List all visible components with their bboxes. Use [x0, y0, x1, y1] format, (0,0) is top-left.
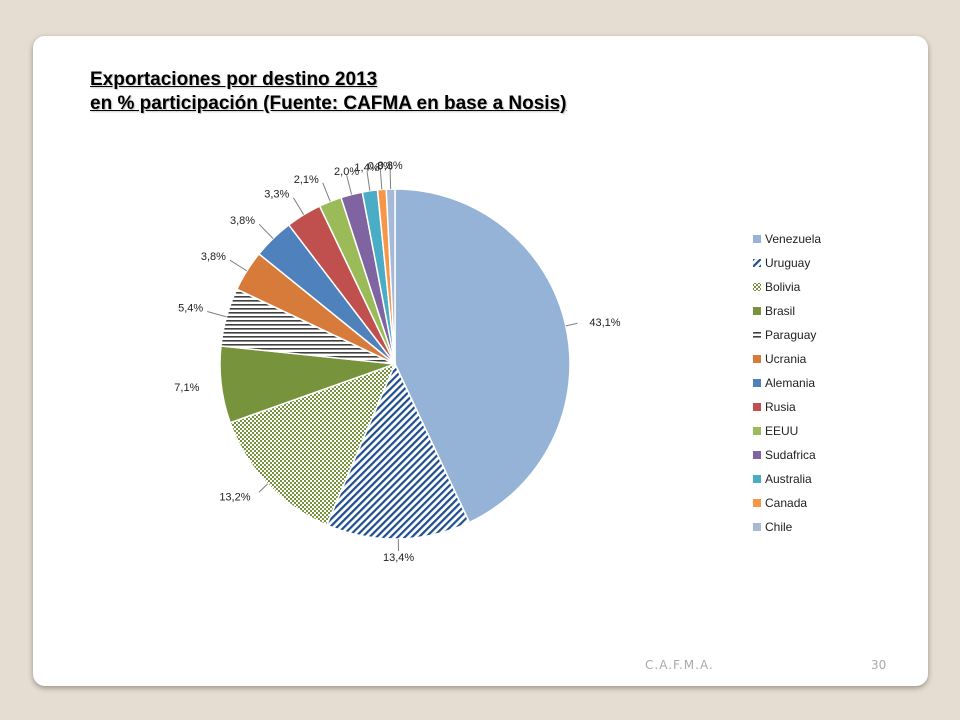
legend-label-uruguay: Uruguay [765, 256, 810, 270]
legend-label-canada: Canada [765, 496, 807, 510]
legend-label-paraguay: Paraguay [765, 328, 816, 342]
leader-line-rusia [292, 197, 305, 215]
leader-line-bolivia [258, 483, 268, 493]
legend-swatch-venezuela [753, 235, 761, 243]
legend-label-brasil: Brasil [765, 304, 795, 318]
legend-label-australia: Australia [765, 472, 812, 486]
legend-label-eeuu: EEUU [765, 424, 798, 438]
legend-swatch-alemania [753, 379, 761, 387]
data-labels: 43,1% 13,4% 13,2% 7,1% 5,4% 3,8% 3,8% 3,3% 2,1% 2… [174, 160, 620, 564]
legend-label-alemania: Alemania [765, 376, 815, 390]
data-label-uruguay: 13,4% [383, 552, 414, 564]
leader-line-eeuu [322, 182, 331, 202]
title-line-1: Exportaciones por destino 2013 [90, 69, 378, 90]
data-label-rusia: 3,3% [264, 189, 289, 201]
leader-line-australia [366, 170, 371, 191]
footer-organization: C.A.F.M.A. [645, 658, 714, 672]
data-label-brasil: 7,1% [174, 382, 199, 394]
title-line-2: en % participación (Fuente: CAFMA en bas… [90, 93, 567, 114]
data-label-alemania: 3,8% [230, 215, 255, 227]
pie-slices [219, 188, 571, 540]
legend-swatch-bolivia [753, 283, 761, 291]
data-label-paraguay: 5,4% [178, 302, 203, 314]
chart-legend: Venezuela Uruguay Bolivia Brasil Paraguay Ucr… [753, 232, 821, 534]
data-label-eeuu: 2,1% [294, 174, 319, 186]
data-label-chile: 0,8% [378, 160, 403, 172]
slide-title: Exportaciones por destino 2013 en % part… [90, 68, 566, 116]
data-label-ucrania: 3,8% [201, 251, 226, 263]
data-label-australia: 1,4% [354, 162, 379, 174]
leader-line-canada [379, 169, 383, 190]
legend-swatch-rusia [753, 403, 761, 411]
leader-line-chile [389, 169, 392, 190]
legend-swatch-eeuu [753, 427, 761, 435]
leader-line-venezuela [565, 322, 578, 327]
legend-swatch-canada [753, 499, 761, 507]
legend-label-ucrania: Ucrania [765, 352, 807, 366]
legend-label-venezuela: Venezuela [765, 232, 821, 246]
legend-swatch-sudafrica [753, 451, 761, 459]
data-label-venezuela: 43,1% [589, 317, 620, 329]
leader-line-sudafrica [346, 174, 353, 195]
legend-swatch-chile [753, 523, 761, 531]
legend-swatch-paraguay [753, 331, 761, 339]
legend-label-bolivia: Bolivia [765, 280, 801, 294]
data-label-canada: 0,8% [368, 161, 393, 173]
legend-label-rusia: Rusia [765, 400, 796, 414]
legend-swatch-ucrania [753, 355, 761, 363]
data-label-bolivia: 13,2% [219, 491, 250, 503]
legend-swatch-brasil [753, 307, 761, 315]
legend-swatch-australia [753, 475, 761, 483]
pie-slice-venezuela [394, 188, 571, 524]
legend-label-sudafrica: Sudafrica [765, 448, 816, 462]
page-number: 30 [871, 658, 887, 672]
leader-line-paraguay [207, 310, 227, 318]
legend-swatch-uruguay [753, 259, 761, 267]
leader-lines [207, 169, 578, 551]
legend-label-chile: Chile [765, 520, 793, 534]
leader-line-alemania [258, 223, 274, 239]
leader-line-ucrania [229, 259, 248, 272]
data-label-sudafrica: 2,0% [334, 166, 359, 178]
